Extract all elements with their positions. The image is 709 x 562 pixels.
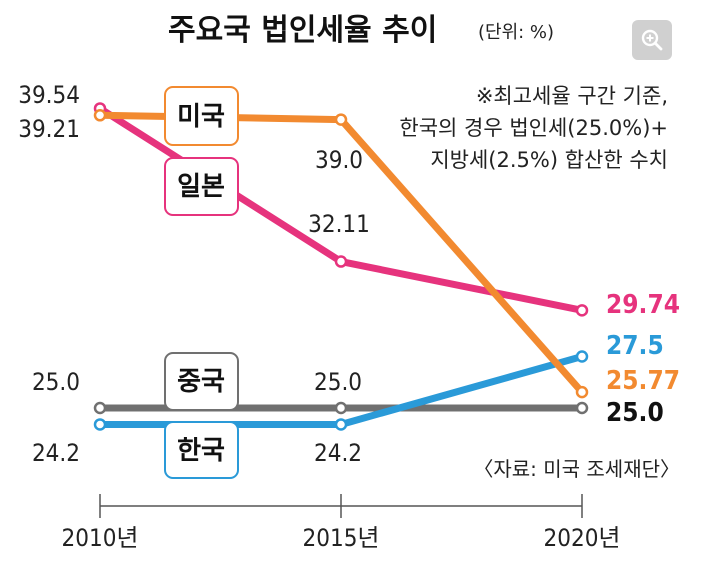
zoom-button[interactable] [632,20,672,60]
data-point-japan-1 [334,255,348,268]
data-point-korea-2 [575,350,589,363]
data-point-japan-2 [575,304,589,317]
data-label-japan-2010: 39.54 [18,81,80,109]
data-point-usa-2 [575,385,589,399]
data-label-korea-2020: 27.5 [606,331,664,361]
x-tick-label-2010: 2010년 [61,524,138,552]
tag-label-japan: 일본 [177,172,225,202]
x-axis [99,494,583,518]
chart-unit: (단위: %) [478,22,554,43]
data-label-china-2015: 25.0 [314,368,362,396]
data-label-usa-2010: 39.21 [18,115,80,143]
tag-japan: 일본 [164,157,239,216]
data-label-korea-2010: 24.2 [32,439,80,467]
data-label-korea-2015: 24.2 [314,439,362,467]
data-label-japan-2015: 32.11 [308,210,370,238]
tag-label-china: 중국 [177,367,225,397]
series-points [93,102,589,431]
note-line-2: 한국의 경우 법인세(25.0%)+ [399,116,668,140]
x-tick-label-2020: 2020년 [543,524,620,552]
source-note: 〈자료: 미국 조세재단〉 [473,457,680,481]
zoom-in-icon [641,29,663,51]
x-tick-label-2015: 2015년 [302,524,379,552]
note-line-1: ※최고세율 구간 기준, [476,84,668,108]
tag-label-korea: 한국 [177,436,225,466]
data-label-china-2010: 25.0 [32,368,80,396]
data-point-china-1 [334,401,348,415]
data-point-korea-1 [334,418,348,431]
tag-label-usa: 미국 [177,102,225,132]
chart-title: 주요국 법인세율 추이 [168,13,437,48]
data-point-korea-0 [93,418,107,431]
data-point-china-0 [93,401,107,415]
data-label-usa-2015: 39.0 [315,146,363,174]
tag-china: 중국 [164,352,239,411]
data-label-usa-2020: 25.77 [606,366,680,396]
data-point-usa-1 [334,113,348,126]
data-point-usa-0 [93,109,107,122]
data-point-china-2 [575,401,589,415]
data-label-china-2020: 25.0 [606,398,664,428]
tag-usa: 미국 [164,86,239,146]
note-line-3: 지방세(2.5%) 합산한 수치 [430,148,668,172]
data-label-japan-2020: 29.74 [606,290,680,320]
tag-korea: 한국 [164,421,239,479]
